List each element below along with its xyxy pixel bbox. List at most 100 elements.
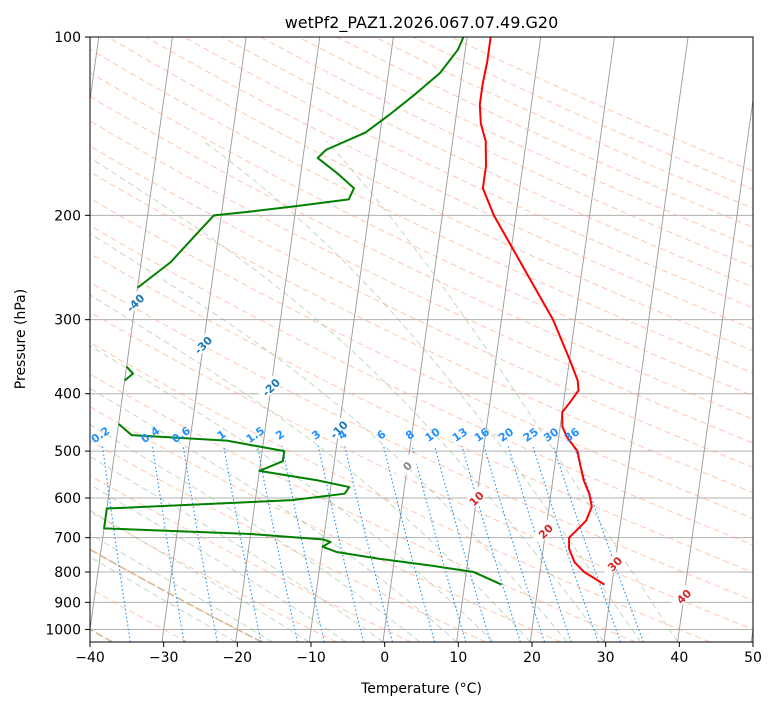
y-axis: 100 200 300 400 500 600 700 800 900 1000 [45, 30, 90, 638]
sounding-lines [103, 37, 606, 586]
moist-adiabat-line [90, 345, 494, 642]
moist-adiabat-line [90, 387, 457, 642]
mixing-ratio-line [573, 445, 644, 642]
moist-adiabat-line [326, 140, 679, 642]
dry-adiabat-line [90, 311, 753, 630]
dry-adiabat-line [336, 37, 753, 228]
dry-adiabat-line [90, 511, 337, 642]
mixing-ratio-label: 0.2 [89, 424, 112, 446]
isotherm-line [382, 37, 468, 642]
mixing-ratio-label: 8 [403, 428, 417, 443]
mixing-ratio-label: 25 [521, 425, 541, 444]
dry-adiabat-line [221, 37, 753, 288]
mixing-ratio-line [151, 445, 185, 642]
x-tick-label: 0 [380, 650, 389, 666]
mixing-ratio-line [256, 445, 299, 642]
mixing-ratio-line [101, 445, 131, 642]
moist-adiabat-line [90, 533, 273, 642]
isotherm-label-bg [121, 288, 149, 316]
dry-adiabat-line [90, 373, 636, 642]
isotherm-line [235, 37, 321, 642]
mixing-ratio-label: 36 [562, 425, 582, 445]
moist-adiabat-line [90, 294, 531, 642]
dry-adiabat-line [90, 71, 753, 397]
mixing-ratio-line [507, 445, 572, 642]
x-tick-label: −40 [75, 650, 105, 666]
mixing-ratio-label: 2 [273, 428, 287, 443]
mixing-ratio-label: 10 [423, 425, 443, 445]
isotherm-line [456, 37, 542, 642]
mixing-ratio-line [281, 445, 325, 642]
moist-adiabat-line [90, 424, 421, 642]
dry-adiabat-line [90, 224, 753, 546]
moist-adiabat-line [90, 455, 384, 642]
dry-adiabat-line [90, 48, 753, 374]
mixing-ratio-label: 16 [472, 425, 492, 445]
moist-adiabat-line [90, 556, 236, 642]
y-tick-label: 800 [54, 565, 81, 581]
isotherm-label-bg [393, 451, 421, 479]
mixing-ratio-label: 3 [309, 427, 323, 442]
moist-adiabat-line [203, 140, 642, 642]
isotherm-line [750, 626, 753, 642]
x-tick-label: −10 [296, 650, 326, 666]
dry-adiabat-line [90, 406, 561, 642]
mixing-ratio-label: 20 [496, 425, 516, 445]
y-axis-label: Pressure (hPa) [13, 289, 29, 389]
isotherm-label: -50 [56, 249, 79, 272]
isotherm-label-bg [462, 484, 490, 512]
dry-adiabat-line [90, 281, 753, 602]
x-tick-label: 50 [744, 650, 762, 666]
isotherm-label-bg [324, 415, 352, 443]
mixing-ratio-line [182, 445, 218, 642]
isotherm-label-bg [53, 247, 80, 274]
dry-adiabat-line [90, 95, 753, 420]
dry-adiabat-line [374, 37, 753, 209]
mixing-ratio-line [434, 445, 492, 642]
mixing-ratio-line [532, 445, 599, 642]
mixing-ratio-line [223, 445, 262, 642]
x-tick-label: −20 [223, 650, 253, 666]
dry-adiabat-line [90, 252, 753, 573]
mixing-ratio-line [411, 445, 467, 642]
moist-adiabat-line [90, 484, 347, 642]
dewpoint-line [124, 365, 134, 382]
mixing-ratio-line [461, 445, 521, 642]
moist-adiabat-line [90, 232, 568, 642]
mixing-ratio-label: 0.4 [139, 424, 163, 446]
isotherm-label: -60 [0, 207, 12, 230]
mixing-ratio-line [383, 445, 436, 642]
reference-curve [90, 548, 263, 642]
dry-adiabat-line [90, 120, 753, 444]
isotherm-line [603, 37, 689, 642]
dry-adiabat-line [90, 197, 753, 520]
temperature-line [478, 37, 606, 586]
isotherm-line [529, 37, 615, 642]
isotherm-line [677, 96, 753, 642]
mixing-ratio-label: 6 [375, 427, 389, 442]
x-tick-label: 10 [449, 650, 467, 666]
isotherm-label-bg [600, 549, 628, 577]
dewpoint-line [136, 37, 465, 289]
x-axis: −40 −30 −20 −10 0 10 20 30 40 50 [75, 642, 762, 666]
plot-frame [89, 36, 754, 643]
y-tick-label: 500 [54, 444, 81, 460]
isotherm-label-bg [0, 204, 13, 231]
mixing-ratio-line [317, 445, 365, 642]
isotherm-label-bg [531, 517, 559, 545]
isotherm-label-bg [189, 331, 216, 358]
mixing-ratio-line [483, 445, 546, 642]
moist-adiabat-line [90, 509, 310, 642]
mixing-ratio-line [344, 445, 393, 642]
mixing-ratio-label: 0.1 [42, 424, 65, 446]
x-tick-label: 20 [523, 650, 541, 666]
chart-title: wetPf2_PAZ1.2026.067.07.49.G20 [285, 13, 559, 33]
x-axis-label: Temperature (°C) [360, 681, 482, 697]
dry-adiabat-line [90, 342, 711, 642]
y-tick-label: 600 [54, 491, 81, 507]
isotherm-line [90, 37, 173, 633]
y-tick-label: 100 [54, 30, 81, 46]
dry-adiabat-line [412, 37, 753, 191]
mixing-ratio-label: 13 [450, 425, 470, 444]
